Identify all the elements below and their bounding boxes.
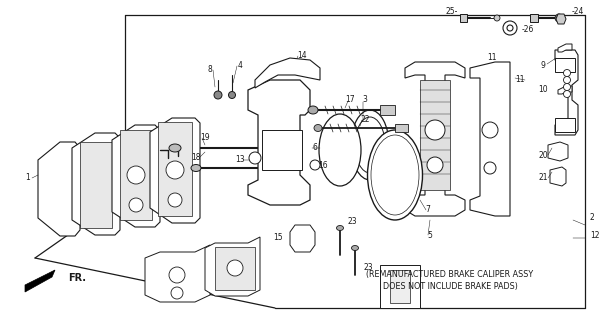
Text: 1: 1 [25,173,30,182]
Text: 13: 13 [235,156,245,164]
Text: 15: 15 [273,234,283,243]
Ellipse shape [308,106,318,114]
Polygon shape [380,265,420,308]
Text: 23: 23 [363,263,373,273]
Circle shape [503,21,517,35]
Polygon shape [158,122,192,216]
Polygon shape [530,14,538,22]
Polygon shape [470,62,510,216]
Circle shape [482,122,498,138]
Circle shape [166,161,184,179]
Circle shape [484,162,496,174]
Circle shape [169,267,185,283]
Text: 2: 2 [590,213,595,222]
Polygon shape [248,80,310,205]
Ellipse shape [371,135,419,215]
Polygon shape [38,142,80,236]
Polygon shape [558,86,572,94]
Text: 12: 12 [590,230,600,239]
Text: 14: 14 [297,51,307,60]
Ellipse shape [352,245,359,251]
Circle shape [564,76,571,84]
Polygon shape [150,118,200,223]
Circle shape [127,166,145,184]
Polygon shape [25,270,55,292]
Circle shape [171,287,183,299]
Text: 7: 7 [426,205,431,214]
Circle shape [425,120,445,140]
Polygon shape [80,142,112,228]
Polygon shape [215,247,255,290]
Text: DOES NOT INCLUDE BRAKE PADS): DOES NOT INCLUDE BRAKE PADS) [382,282,518,291]
Circle shape [564,69,571,76]
Ellipse shape [355,117,385,173]
Text: 20: 20 [538,150,548,159]
Polygon shape [112,125,160,227]
Text: -26: -26 [522,26,535,35]
Circle shape [129,198,143,212]
Ellipse shape [367,130,423,220]
Text: -24: -24 [572,7,585,17]
Circle shape [564,84,571,91]
Ellipse shape [336,226,344,230]
Text: 18: 18 [191,153,201,162]
Bar [262,130,302,170]
Text: 23: 23 [347,218,357,227]
Text: 4: 4 [237,60,242,69]
Ellipse shape [191,164,201,172]
Polygon shape [548,142,568,161]
Text: 22: 22 [360,116,370,124]
Polygon shape [395,124,408,132]
Text: 10: 10 [538,85,548,94]
Ellipse shape [319,114,361,186]
Ellipse shape [351,110,389,180]
Circle shape [564,91,571,98]
Text: 6: 6 [312,143,318,153]
Text: FR.: FR. [68,273,86,283]
Circle shape [555,14,563,22]
Ellipse shape [169,144,181,152]
Text: 9: 9 [541,60,545,69]
Polygon shape [255,58,320,88]
Circle shape [227,260,243,276]
Polygon shape [390,270,410,303]
Polygon shape [120,130,152,220]
Circle shape [168,193,182,207]
Circle shape [427,157,443,173]
Polygon shape [555,50,578,135]
Ellipse shape [314,124,322,132]
Text: 21: 21 [538,173,548,182]
Text: 19: 19 [200,133,210,142]
Polygon shape [420,80,450,190]
Polygon shape [72,133,120,235]
Text: 25-: 25- [446,7,458,17]
Circle shape [214,91,222,99]
Text: (REMANUFACTURED BRAKE CALIPER ASSY: (REMANUFACTURED BRAKE CALIPER ASSY [367,270,533,279]
Circle shape [310,160,320,170]
Polygon shape [145,245,210,302]
Polygon shape [290,225,315,252]
Text: 16: 16 [318,161,328,170]
Polygon shape [460,14,467,22]
Polygon shape [558,44,572,52]
Text: 11: 11 [487,52,496,61]
Polygon shape [205,237,260,296]
Circle shape [249,152,261,164]
Polygon shape [550,167,566,186]
Text: 3: 3 [362,95,367,105]
Text: 11: 11 [515,76,525,84]
Polygon shape [556,14,566,24]
Text: 8: 8 [208,66,213,75]
Bar [555,58,575,72]
Circle shape [228,92,236,99]
Bar [555,118,575,132]
Text: 5: 5 [428,230,432,239]
Circle shape [507,25,513,31]
Circle shape [494,15,500,21]
Polygon shape [380,105,395,115]
Text: 17: 17 [345,95,355,105]
Polygon shape [405,62,465,216]
